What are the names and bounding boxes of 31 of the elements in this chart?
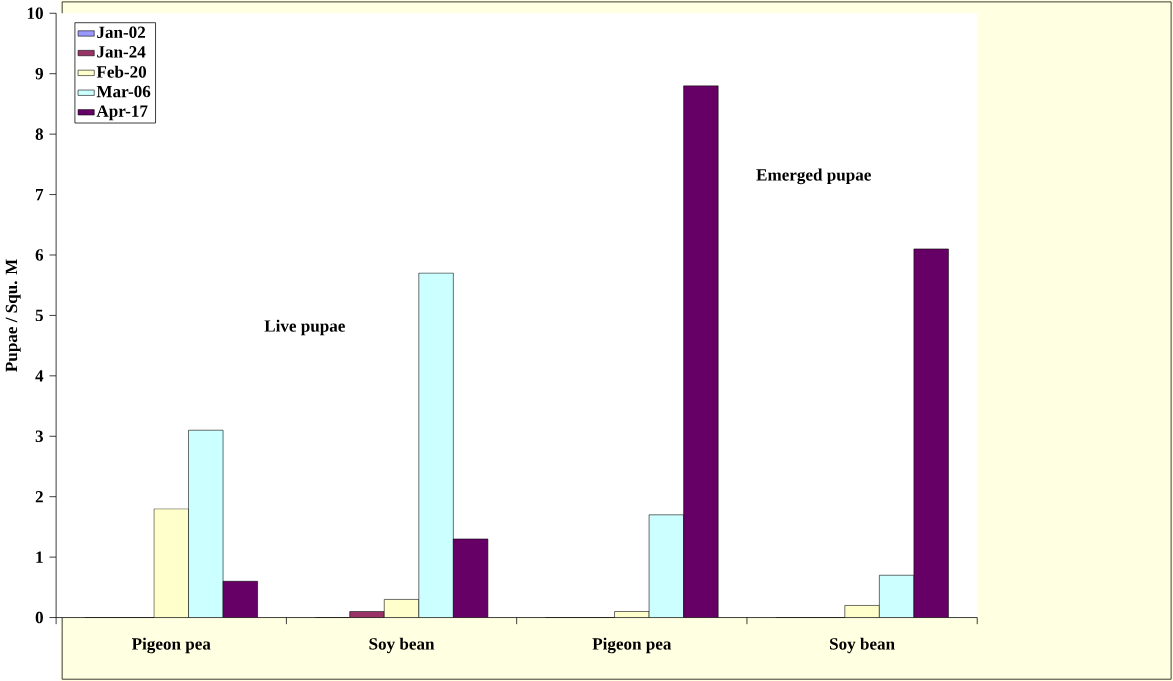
y-tick-label: 5 — [35, 309, 43, 322]
x-tick-label: Pigeon pea — [592, 637, 672, 654]
legend-label: Jan-02 — [97, 26, 146, 38]
bar — [648, 514, 684, 618]
x-tick-label: Pigeon pea — [131, 637, 211, 654]
bar — [418, 272, 454, 618]
y-tick-label: 7 — [36, 188, 44, 201]
y-tick-label: 6 — [35, 249, 44, 261]
annotation: Live pupae — [264, 319, 345, 336]
y-tick-label: 9 — [35, 67, 43, 80]
annotation: Emerged pupae — [756, 168, 871, 185]
bar — [453, 538, 489, 618]
x-tick-label: Soy bean — [830, 637, 895, 654]
y-tick-label: 10 — [27, 7, 43, 19]
y-tick-label: 3 — [35, 430, 44, 442]
legend-label: Apr-17 — [96, 105, 148, 121]
x-tick-label: Soy bean — [369, 637, 435, 654]
y-tick-label: 8 — [35, 128, 44, 140]
y-tick-label: 0 — [35, 611, 43, 624]
y-tick-label: 1 — [36, 551, 43, 563]
bar — [188, 429, 224, 618]
legend-label: Jan-24 — [97, 46, 146, 58]
y-tick-label: 2 — [35, 490, 43, 503]
legend-label: Mar-06 — [96, 85, 151, 98]
bar — [222, 580, 258, 618]
y-tick-label: 4 — [35, 370, 44, 382]
y-axis-title: Pupae / Squ. M — [5, 259, 21, 372]
bar — [879, 574, 915, 618]
bar — [683, 85, 719, 618]
bar — [913, 248, 949, 618]
legend-label: Feb-20 — [96, 65, 147, 78]
